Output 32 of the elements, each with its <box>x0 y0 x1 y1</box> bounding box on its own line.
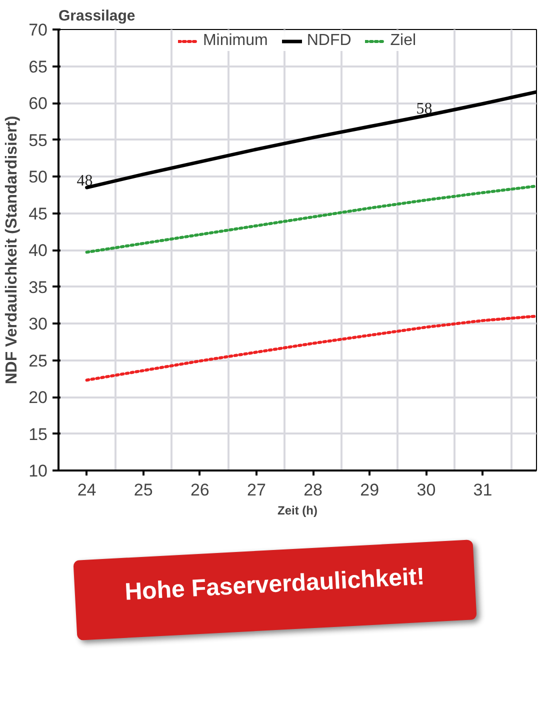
y-tick-label: 30 <box>28 314 48 334</box>
y-tick-label: 60 <box>28 94 48 113</box>
x-tick-label: 24 <box>77 480 96 500</box>
x-tick-label: 25 <box>134 480 153 500</box>
y-tick-label: 45 <box>28 204 48 224</box>
line-series <box>85 184 536 254</box>
x-axis-title: Zeit (h) <box>278 504 318 518</box>
y-tick-label: 55 <box>28 130 48 150</box>
line-series <box>85 314 536 382</box>
y-tick-label: 70 <box>28 20 48 40</box>
y-tick-label: 65 <box>28 57 48 76</box>
y-tick-label: 25 <box>28 351 48 370</box>
x-tick-label: 27 <box>247 480 266 500</box>
y-tick-label: 10 <box>28 462 48 480</box>
legend-label: Ziel <box>390 32 416 50</box>
text: Hohe Faserverdaulichkeit! <box>124 562 426 608</box>
y-axis-title: NDF Verdaulichkeit (Standardisiert) <box>4 116 21 384</box>
y-tick-label: 15 <box>28 424 48 444</box>
y-tick-label: 20 <box>28 388 48 407</box>
x-tick-label: 31 <box>473 480 492 500</box>
x-tick-label: 26 <box>190 480 210 500</box>
x-tick-label: 30 <box>416 480 436 500</box>
chart-title: Grassilage <box>58 8 136 24</box>
data-label: 58 <box>416 100 432 118</box>
y-tick-label: 35 <box>28 278 48 297</box>
y-tick-label: 50 <box>28 168 48 186</box>
data-label: 48 <box>76 172 93 190</box>
y-tick-label: 40 <box>28 241 48 260</box>
x-tick-label: 29 <box>360 480 380 500</box>
legend-label: Minimum <box>202 32 268 50</box>
x-tick-label: 28 <box>304 480 323 500</box>
legend-label: NDFD <box>306 32 352 50</box>
